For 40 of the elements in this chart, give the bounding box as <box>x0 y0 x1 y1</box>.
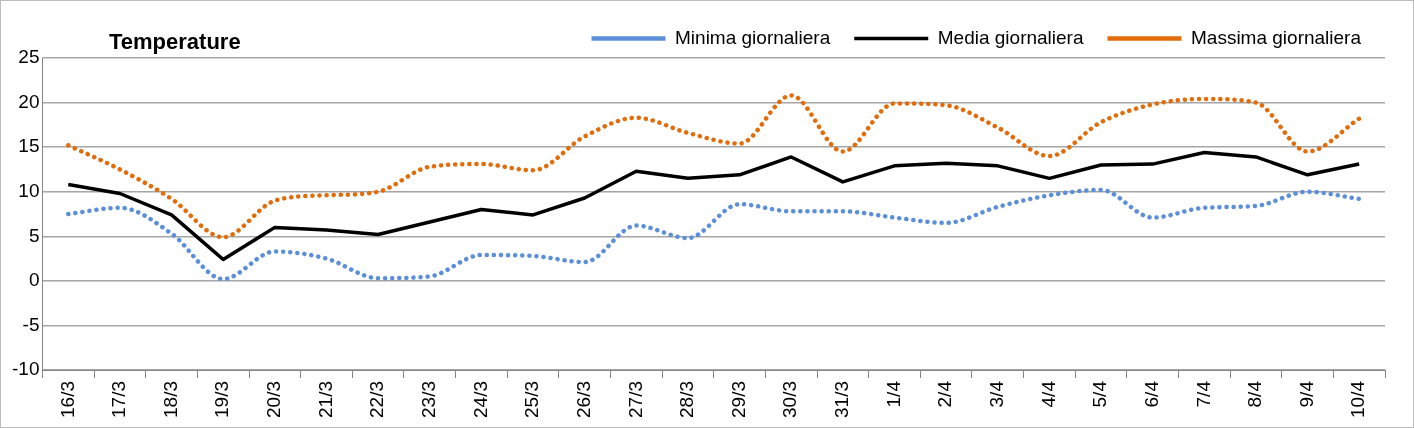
x-tick-label: 31/3 <box>831 381 853 418</box>
x-tick-label: 7/4 <box>1192 380 1214 408</box>
y-tick-label: 0 <box>28 269 40 291</box>
line-series <box>66 187 1362 282</box>
x-tick-label: 10/4 <box>1347 380 1369 418</box>
chart-title: Temperature <box>109 29 241 55</box>
y-tick-label: 10 <box>18 179 40 201</box>
y-tick-label: 25 <box>18 46 40 68</box>
y-tick-label: 5 <box>28 224 40 246</box>
x-tick-label: 1/4 <box>882 380 904 408</box>
y-tick-label: -5 <box>22 313 40 335</box>
x-tick-label: 22/3 <box>366 381 388 418</box>
y-tick-label: 15 <box>18 135 40 157</box>
x-tick-label: 23/3 <box>417 381 439 418</box>
x-tick-label: 5/4 <box>1089 380 1111 408</box>
x-tick-label: 21/3 <box>314 381 336 418</box>
x-tick-label: 20/3 <box>263 381 285 418</box>
x-tick-label: 2/4 <box>934 380 956 408</box>
x-tick-label: 18/3 <box>159 381 181 418</box>
x-tick-label: 26/3 <box>572 381 594 418</box>
x-tick-label: 19/3 <box>211 381 233 418</box>
x-tick-label: 28/3 <box>676 381 698 418</box>
y-tick-label: -10 <box>11 358 40 380</box>
x-tick-label: 30/3 <box>779 381 801 418</box>
y-tick-label: 20 <box>18 90 40 112</box>
x-tick-label: 27/3 <box>624 381 646 418</box>
x-tick-label: 29/3 <box>727 381 749 418</box>
line-series <box>66 93 1362 240</box>
x-tick-label: 9/4 <box>1295 380 1317 408</box>
x-tick-label: 3/4 <box>985 380 1007 408</box>
x-tick-label: 6/4 <box>1140 380 1162 408</box>
legend-label: Media giornaliera <box>937 26 1084 48</box>
x-tick-label: 4/4 <box>1037 380 1059 408</box>
x-tick-label: 8/4 <box>1244 380 1266 408</box>
x-tick-label: 25/3 <box>521 381 543 418</box>
x-tick-label: 24/3 <box>469 381 491 418</box>
x-tick-label: 16/3 <box>56 381 78 418</box>
x-tick-label: 17/3 <box>108 381 130 418</box>
legend-label: Minima giornaliera <box>675 26 831 48</box>
legend-label: Massima giornaliera <box>1190 26 1362 48</box>
